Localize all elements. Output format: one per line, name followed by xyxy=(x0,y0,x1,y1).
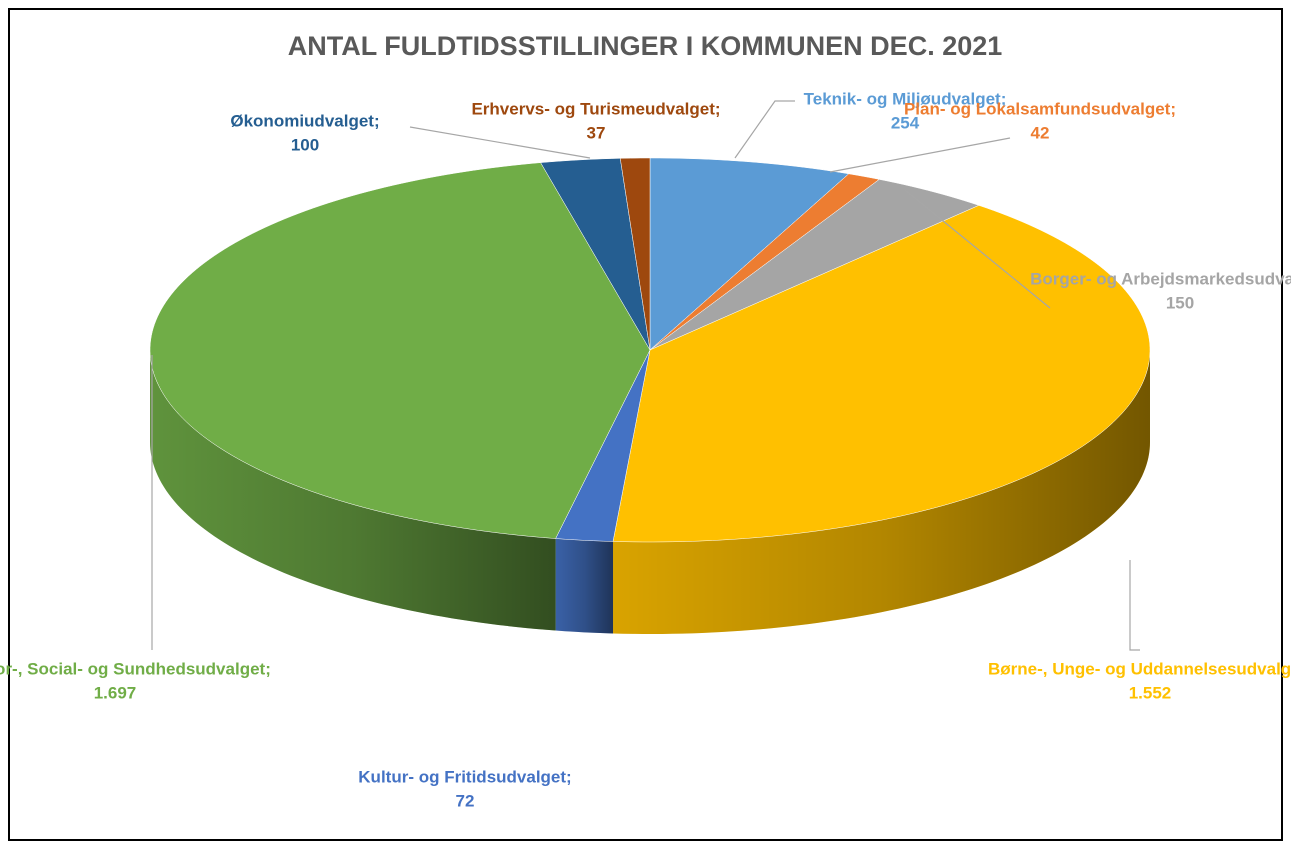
slice xyxy=(619,157,651,351)
slice xyxy=(649,179,980,351)
data-label-name: Erhvervs- og Turismeudvalget; xyxy=(471,99,720,118)
data-label-value: 150 xyxy=(1166,293,1194,312)
leader-line xyxy=(829,137,1011,173)
data-label-value: 1.552 xyxy=(1129,683,1172,702)
data-label-value: 42 xyxy=(1031,123,1050,142)
data-label-name: Borger- og Arbejdsmarkedsudvalget; xyxy=(1030,269,1291,288)
leader-line xyxy=(734,100,795,159)
data-label-name: Børne-, Unge- og Uddannelsesudvalget; xyxy=(988,659,1291,678)
data-label-name: Plan- og Lokalsamfundsudvalget; xyxy=(904,99,1176,118)
slice xyxy=(149,162,651,539)
slice-side-shade xyxy=(555,538,614,634)
slice xyxy=(612,205,1151,543)
data-label-name: Teknik- og Miljøudvalget; xyxy=(804,89,1007,108)
data-label-name: Økonomiudvalget; xyxy=(230,111,379,130)
slice-side-shade xyxy=(150,350,556,631)
slice xyxy=(649,157,850,351)
data-label-value: 254 xyxy=(891,113,920,132)
data-label-value: 1.697 xyxy=(94,683,137,702)
chart-title: ANTAL FULDTIDSSTILLINGER I KOMMUNEN DEC.… xyxy=(288,31,1003,61)
data-label-value: 100 xyxy=(291,135,319,154)
data-label-name: Senior-, Social- og Sundhedsudvalget; xyxy=(0,659,271,678)
data-label-value: 72 xyxy=(456,791,475,810)
data-label-name: Kultur- og Fritidsudvalget; xyxy=(358,767,571,786)
leader-line xyxy=(1129,560,1140,651)
leader-line xyxy=(904,189,1051,309)
slice xyxy=(540,158,651,351)
leader-line xyxy=(409,126,591,159)
slice-side-shade xyxy=(613,350,1150,634)
slice xyxy=(555,349,651,542)
data-label-value: 37 xyxy=(587,123,606,142)
